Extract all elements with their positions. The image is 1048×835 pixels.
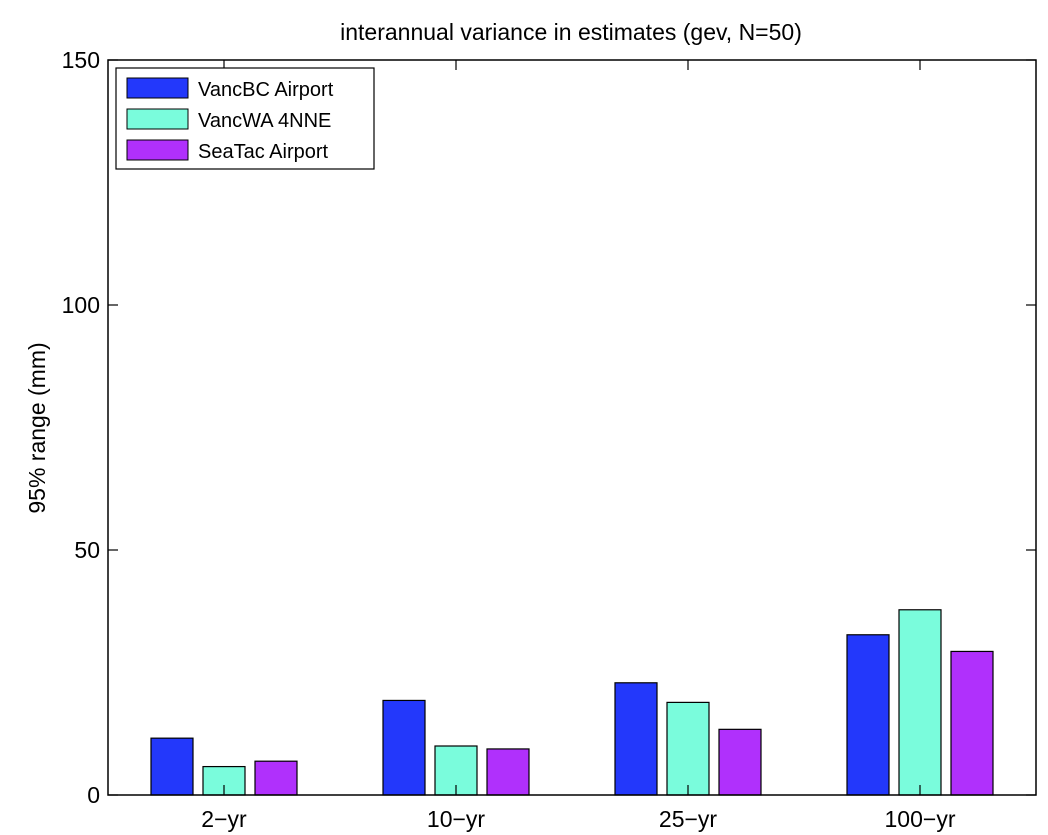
bar — [898, 609, 942, 796]
axes-group: 0 50 100 150 2−yr 10−yr 25−yr 100−yr — [62, 47, 1037, 832]
bar — [382, 699, 426, 796]
bar — [846, 634, 890, 796]
bar — [486, 748, 530, 796]
x-tick-label: 2−yr — [201, 806, 247, 832]
y-axis-label: 95% range (mm) — [24, 342, 50, 513]
bar — [614, 682, 658, 796]
bar — [718, 728, 762, 796]
plot-area — [108, 60, 1036, 795]
plot-frame — [107, 59, 1037, 796]
chart-title: interannual variance in estimates (gev, … — [340, 19, 802, 45]
y-tick-label: 100 — [62, 292, 100, 318]
legend: VancBC Airport VancWA 4NNE SeaTac Airport — [115, 67, 375, 170]
y-tick-label: 150 — [62, 47, 100, 73]
legend-swatch — [126, 77, 189, 99]
legend-swatch — [126, 139, 189, 161]
y-tick-label: 0 — [87, 782, 100, 808]
legend-label: SeaTac Airport — [198, 141, 329, 163]
x-tick-label: 25−yr — [659, 806, 718, 832]
plot-background — [108, 60, 1036, 795]
bars-group — [150, 609, 994, 796]
legend-swatch — [126, 108, 189, 130]
bar — [254, 760, 298, 796]
bar — [950, 650, 994, 796]
x-tick-label: 10−yr — [427, 806, 486, 832]
bar — [150, 737, 194, 796]
legend-label: VancBC Airport — [198, 79, 334, 101]
x-tick-label: 100−yr — [885, 806, 956, 832]
y-tick-label: 50 — [74, 537, 100, 563]
bar — [666, 701, 710, 796]
legend-label: VancWA 4NNE — [198, 110, 331, 132]
